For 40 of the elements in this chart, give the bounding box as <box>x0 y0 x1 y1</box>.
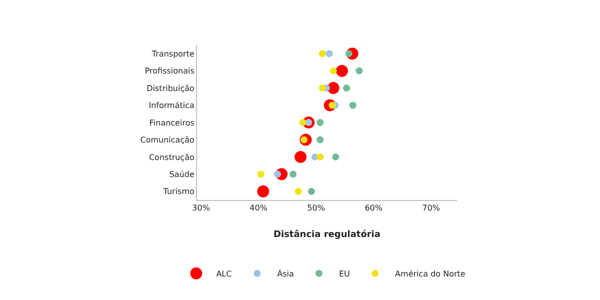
point <box>299 119 306 126</box>
y-tick-label: Turismo <box>162 187 195 196</box>
point <box>274 170 282 178</box>
legend-label: América do Norte <box>395 270 466 279</box>
point <box>349 102 356 109</box>
y-tick-label: Saúde <box>169 170 194 179</box>
legend-label: EU <box>338 270 350 279</box>
point <box>290 170 297 178</box>
point <box>327 82 340 94</box>
point <box>318 50 326 58</box>
x-tick-label: 70% <box>422 204 440 213</box>
y-tick-label: Profissionais <box>144 66 194 76</box>
point <box>316 119 324 126</box>
x-tick-label: 30% <box>192 204 210 213</box>
y-tick-label: Construção <box>148 152 194 162</box>
y-tick-label: Transporte <box>150 49 194 58</box>
point <box>318 84 326 92</box>
point <box>336 64 348 77</box>
point <box>294 150 307 163</box>
point <box>257 170 264 178</box>
point <box>257 185 270 198</box>
point <box>294 188 302 195</box>
y-tick-label: Distribuição <box>146 84 195 93</box>
x-tick-label: 50% <box>307 204 326 213</box>
x-tick-label: 40% <box>250 204 268 213</box>
x-tick-label: 60% <box>364 204 383 213</box>
point <box>316 136 324 144</box>
y-tick-label: Comunicação <box>140 136 194 145</box>
legend-label: ALC <box>216 270 232 279</box>
point <box>326 50 333 58</box>
point <box>316 153 324 160</box>
y-tick-label: Informática <box>148 101 194 110</box>
point <box>330 67 337 74</box>
point <box>332 153 340 160</box>
point <box>308 188 315 195</box>
legend-label: Ásia <box>277 268 294 279</box>
point <box>343 84 350 92</box>
point <box>356 67 363 74</box>
x-axis-title: Distância regulatória <box>274 229 380 240</box>
y-tick-label: Financeiros <box>149 118 194 128</box>
